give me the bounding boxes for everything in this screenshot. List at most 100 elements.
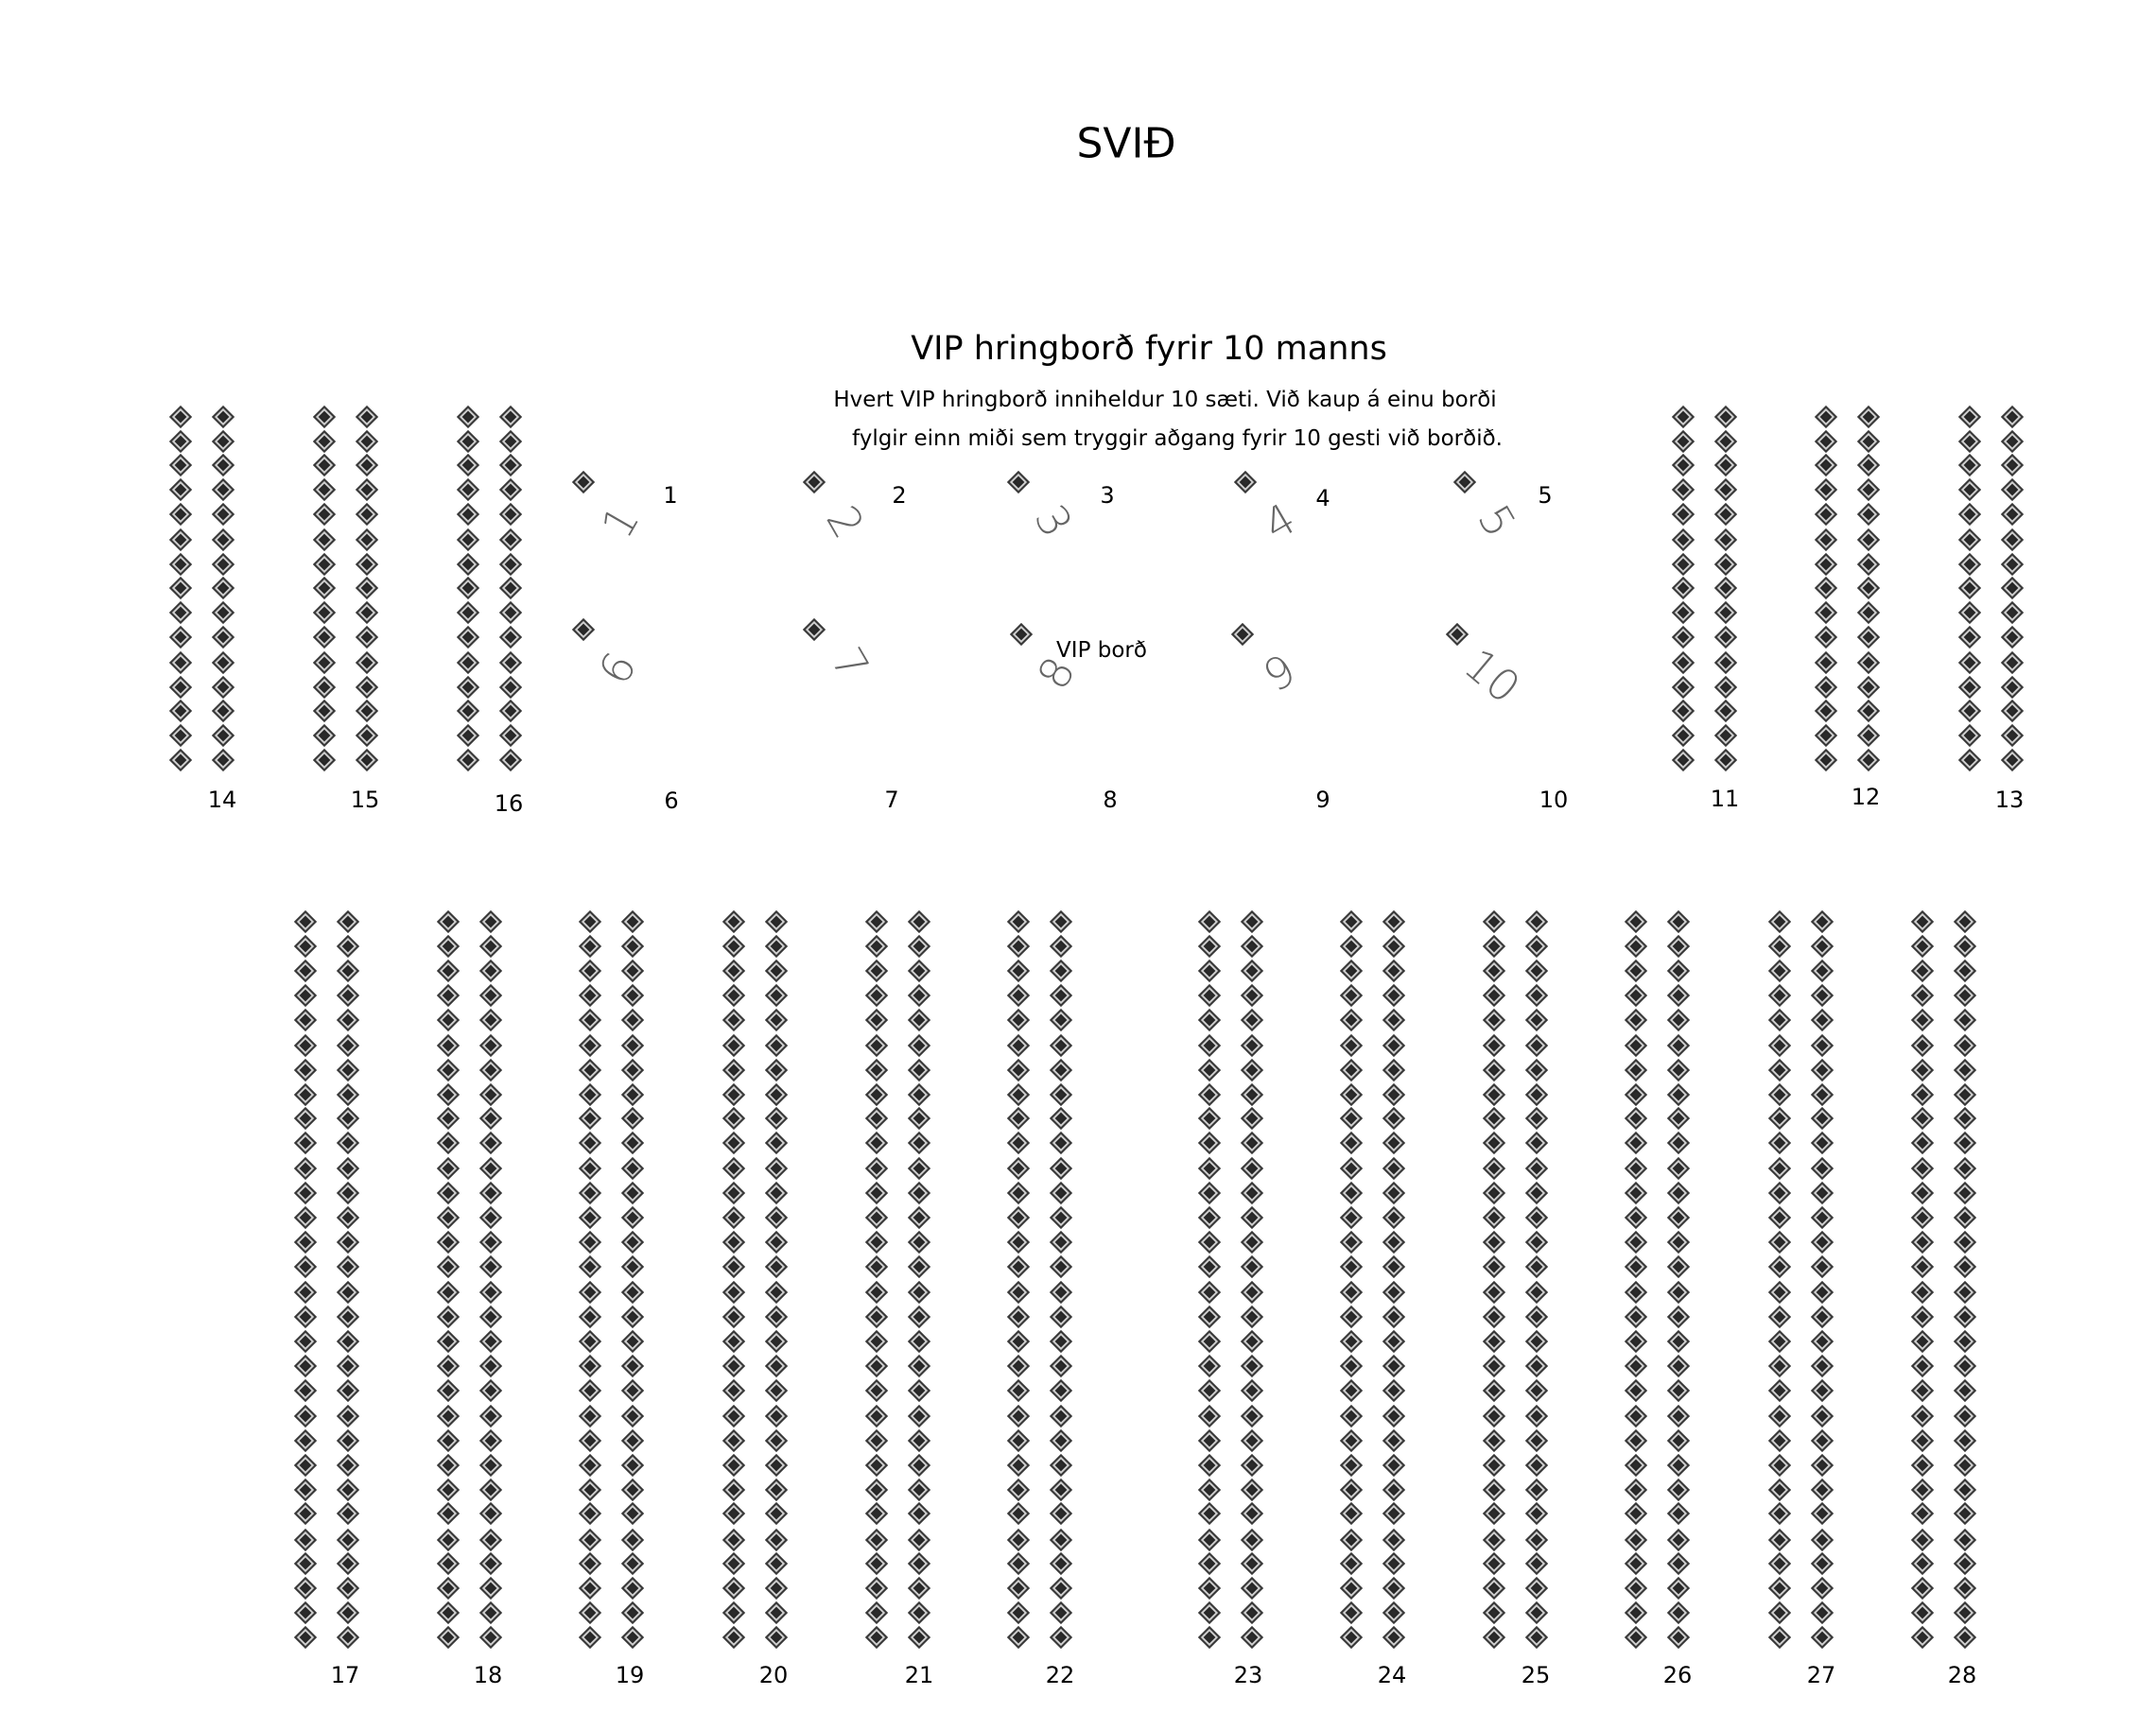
seat[interactable] bbox=[1049, 1008, 1073, 1031]
seat[interactable] bbox=[1624, 1305, 1648, 1329]
seat[interactable] bbox=[1814, 724, 1838, 748]
seat[interactable] bbox=[336, 1428, 360, 1452]
seat[interactable] bbox=[293, 1206, 318, 1230]
seat[interactable] bbox=[336, 1502, 360, 1526]
seat[interactable] bbox=[1671, 528, 1695, 552]
seat[interactable] bbox=[498, 650, 523, 675]
seat[interactable] bbox=[1382, 1305, 1406, 1329]
seat[interactable] bbox=[1767, 1082, 1792, 1106]
seat[interactable] bbox=[578, 1601, 602, 1625]
seat[interactable] bbox=[1814, 625, 1838, 649]
seat[interactable] bbox=[436, 1082, 461, 1106]
seat[interactable] bbox=[1910, 1305, 1935, 1329]
seat[interactable] bbox=[211, 601, 235, 625]
seat[interactable] bbox=[620, 1577, 645, 1600]
seat[interactable] bbox=[1006, 1502, 1031, 1526]
seat[interactable] bbox=[1910, 983, 1935, 1007]
seat[interactable] bbox=[168, 552, 193, 576]
seat[interactable] bbox=[456, 650, 480, 675]
seat[interactable] bbox=[1666, 1329, 1691, 1353]
seat[interactable] bbox=[1524, 983, 1549, 1007]
seat[interactable] bbox=[1240, 1502, 1264, 1526]
seat[interactable] bbox=[2000, 577, 2025, 600]
seat[interactable] bbox=[722, 1552, 746, 1576]
seat[interactable] bbox=[336, 909, 360, 934]
vip-seat[interactable] bbox=[1230, 622, 1255, 647]
seat[interactable] bbox=[478, 1428, 503, 1452]
seat[interactable] bbox=[1910, 1033, 1935, 1057]
seat[interactable] bbox=[1006, 1428, 1031, 1452]
seat[interactable] bbox=[1910, 934, 1935, 958]
vip-seat[interactable] bbox=[1445, 622, 1469, 647]
seat[interactable] bbox=[336, 1626, 360, 1650]
seat[interactable] bbox=[620, 1107, 645, 1131]
seat[interactable] bbox=[907, 1082, 931, 1106]
seat[interactable] bbox=[1382, 1182, 1406, 1205]
seat[interactable] bbox=[336, 1354, 360, 1377]
seat[interactable] bbox=[722, 1329, 746, 1353]
seat[interactable] bbox=[436, 1206, 461, 1230]
seat[interactable] bbox=[336, 1157, 360, 1181]
seat[interactable] bbox=[722, 1478, 746, 1501]
seat[interactable] bbox=[293, 959, 318, 982]
seat[interactable] bbox=[436, 1528, 461, 1551]
seat[interactable] bbox=[1006, 1329, 1031, 1353]
seat[interactable] bbox=[1810, 1157, 1834, 1181]
seat[interactable] bbox=[764, 1428, 789, 1452]
seat[interactable] bbox=[1814, 478, 1838, 502]
seat[interactable] bbox=[168, 454, 193, 477]
seat[interactable] bbox=[1006, 1058, 1031, 1081]
seat[interactable] bbox=[1382, 959, 1406, 982]
seat[interactable] bbox=[578, 1254, 602, 1279]
seat[interactable] bbox=[1957, 700, 1982, 723]
seat[interactable] bbox=[1197, 1378, 1222, 1402]
seat[interactable] bbox=[1671, 650, 1695, 675]
seat[interactable] bbox=[436, 1254, 461, 1279]
seat[interactable] bbox=[620, 1354, 645, 1377]
seat[interactable] bbox=[1814, 454, 1838, 477]
seat[interactable] bbox=[1671, 748, 1695, 771]
seat[interactable] bbox=[478, 1305, 503, 1329]
seat[interactable] bbox=[2000, 724, 2025, 748]
seat[interactable] bbox=[293, 1182, 318, 1205]
seat[interactable] bbox=[578, 1378, 602, 1402]
seat[interactable] bbox=[293, 1157, 318, 1181]
seat[interactable] bbox=[478, 1082, 503, 1106]
seat[interactable] bbox=[864, 1502, 889, 1526]
seat[interactable] bbox=[1810, 1008, 1834, 1031]
seat[interactable] bbox=[722, 1033, 746, 1057]
seat[interactable] bbox=[1339, 1206, 1364, 1230]
seat[interactable] bbox=[293, 1231, 318, 1254]
seat[interactable] bbox=[1006, 1305, 1031, 1329]
seat[interactable] bbox=[2000, 700, 2025, 723]
seat[interactable] bbox=[1524, 1157, 1549, 1181]
seat[interactable] bbox=[578, 1453, 602, 1477]
seat[interactable] bbox=[1624, 909, 1648, 934]
seat[interactable] bbox=[293, 1478, 318, 1501]
seat[interactable] bbox=[620, 909, 645, 934]
seat[interactable] bbox=[1382, 1478, 1406, 1501]
seat[interactable] bbox=[478, 1107, 503, 1131]
seat[interactable] bbox=[436, 1626, 461, 1650]
seat[interactable] bbox=[1382, 1082, 1406, 1106]
seat[interactable] bbox=[1382, 1404, 1406, 1427]
seat[interactable] bbox=[211, 552, 235, 576]
seat[interactable] bbox=[478, 1626, 503, 1650]
seat[interactable] bbox=[1382, 1008, 1406, 1031]
seat[interactable] bbox=[1814, 748, 1838, 771]
seat[interactable] bbox=[211, 700, 235, 723]
seat[interactable] bbox=[1810, 1058, 1834, 1081]
seat[interactable] bbox=[312, 724, 337, 748]
seat[interactable] bbox=[456, 625, 480, 649]
seat[interactable] bbox=[578, 1132, 602, 1155]
seat[interactable] bbox=[1339, 959, 1364, 982]
seat[interactable] bbox=[1382, 1033, 1406, 1057]
seat[interactable] bbox=[1240, 1008, 1264, 1031]
seat[interactable] bbox=[1339, 1157, 1364, 1181]
seat[interactable] bbox=[478, 983, 503, 1007]
seat[interactable] bbox=[722, 1157, 746, 1181]
seat[interactable] bbox=[864, 1082, 889, 1106]
seat[interactable] bbox=[1197, 1478, 1222, 1501]
seat[interactable] bbox=[456, 454, 480, 477]
seat[interactable] bbox=[1197, 1058, 1222, 1081]
